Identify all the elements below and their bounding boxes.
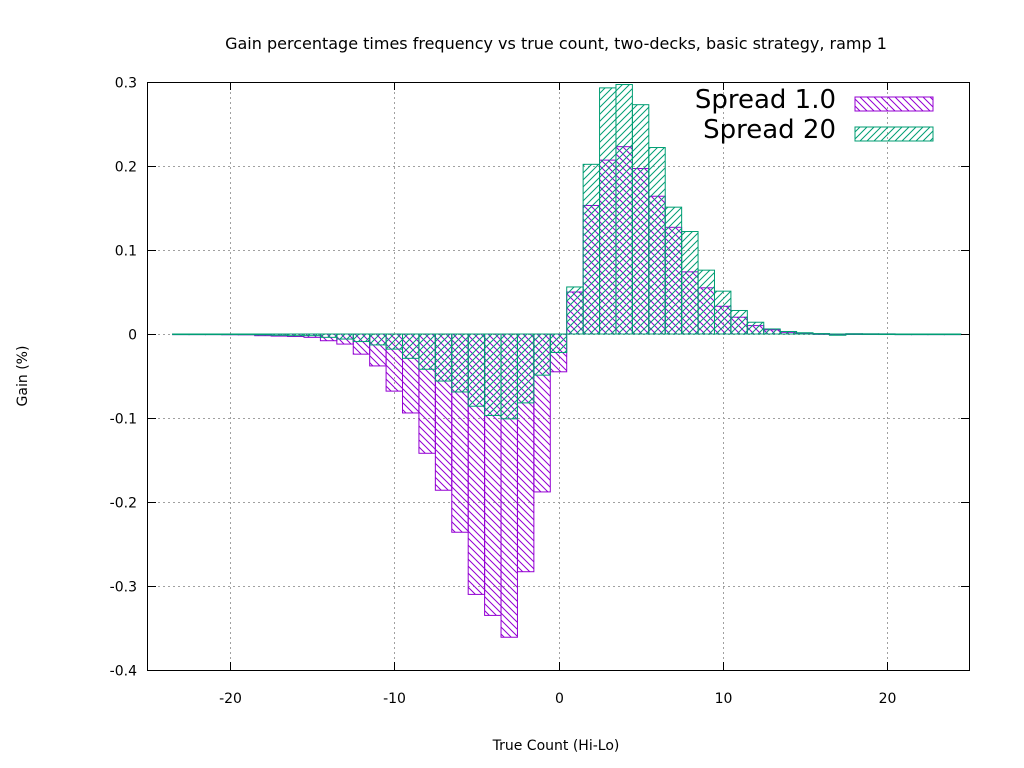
bar-series-2 <box>336 333 354 340</box>
bar-series-2 <box>861 333 880 335</box>
bar-series-2 <box>927 333 945 336</box>
bar-series-2 <box>254 333 272 336</box>
bar-series-2 <box>204 333 223 336</box>
bar-series-2 <box>894 333 913 336</box>
bars <box>172 84 962 638</box>
bar-series-2 <box>763 328 781 335</box>
bar-series-2 <box>352 333 371 343</box>
ticks: -0.4 -0.3 -0.2 -0.1 0 0.1 0.2 0.3 -20 -10 0 10 20 <box>110 76 969 707</box>
bar-series-2 <box>533 333 551 376</box>
bar-series-2 <box>484 333 502 416</box>
bar-series-2 <box>730 309 748 335</box>
chart-title: Gain percentage times frequency vs true … <box>225 34 887 53</box>
x-axis-label: True Count (Hi-Lo) <box>492 738 620 754</box>
bar-series-2 <box>746 321 765 335</box>
y-tick-label: 0 <box>128 328 137 344</box>
plot-frame <box>147 82 970 671</box>
y-tick-label: 0.3 <box>115 76 137 92</box>
bar-series-2 <box>828 333 847 336</box>
bar-series-2 <box>516 333 535 404</box>
x-tick-label: 0 <box>555 691 564 707</box>
x-tick-label: 10 <box>715 691 733 707</box>
bar-series-2 <box>631 104 650 335</box>
bar-series-2 <box>664 206 683 335</box>
bar-series-2 <box>188 333 206 336</box>
bar-series-2 <box>418 333 436 370</box>
legend-label-spread-1: Spread 1.0 <box>695 85 836 115</box>
bar-series-2 <box>582 163 601 335</box>
bar-series-2 <box>369 333 387 346</box>
bar-series-2 <box>221 333 239 336</box>
bar-series-2 <box>812 333 830 335</box>
legend-label-spread-20: Spread 20 <box>703 115 836 145</box>
bar-series-2 <box>385 333 404 350</box>
bar-series-2 <box>287 333 305 337</box>
bar-series-2 <box>911 333 929 336</box>
bar-series-2 <box>779 330 798 335</box>
y-tick-label: -0.4 <box>110 664 137 680</box>
bar-series-2 <box>845 333 863 335</box>
y-axis-label: Gain (%) <box>15 346 31 407</box>
bar-series-2 <box>467 333 486 407</box>
bar-series-2 <box>878 333 896 336</box>
bar-series-2 <box>237 333 256 336</box>
bar-series-2 <box>270 333 289 336</box>
bar-series-2 <box>451 333 469 393</box>
y-tick-label: 0.2 <box>115 160 137 176</box>
legend-swatch-spread-1 <box>854 96 934 112</box>
y-tick-label: -0.1 <box>110 412 137 428</box>
bar-series-2 <box>434 333 453 382</box>
x-tick-label: -10 <box>383 691 406 707</box>
bar-series-2 <box>648 147 666 335</box>
y-tick-label: -0.3 <box>110 580 137 596</box>
bar-series-2 <box>943 333 962 336</box>
bar-series-2 <box>615 84 633 335</box>
bar-series-2 <box>172 333 190 336</box>
bar-series-2 <box>319 333 338 338</box>
y-tick-label: -0.2 <box>110 496 137 512</box>
bar-series-2 <box>796 332 814 335</box>
x-tick-label: -20 <box>219 691 242 707</box>
bar-series-2 <box>402 333 420 359</box>
legend-swatch-spread-20 <box>854 126 934 142</box>
bar-series-2 <box>713 290 732 335</box>
bar-series-2 <box>599 87 617 335</box>
legend: Spread 1.0 Spread 20 <box>695 85 934 145</box>
y-tick-label: 0.1 <box>115 244 137 260</box>
bar-series-2 <box>549 333 568 353</box>
bar-series-2 <box>566 286 584 335</box>
bar-series-2 <box>500 333 518 420</box>
bar-series-2 <box>681 231 699 335</box>
bar-series-2 <box>697 269 715 335</box>
bar-series-2 <box>303 333 321 337</box>
x-tick-label: 20 <box>879 691 897 707</box>
